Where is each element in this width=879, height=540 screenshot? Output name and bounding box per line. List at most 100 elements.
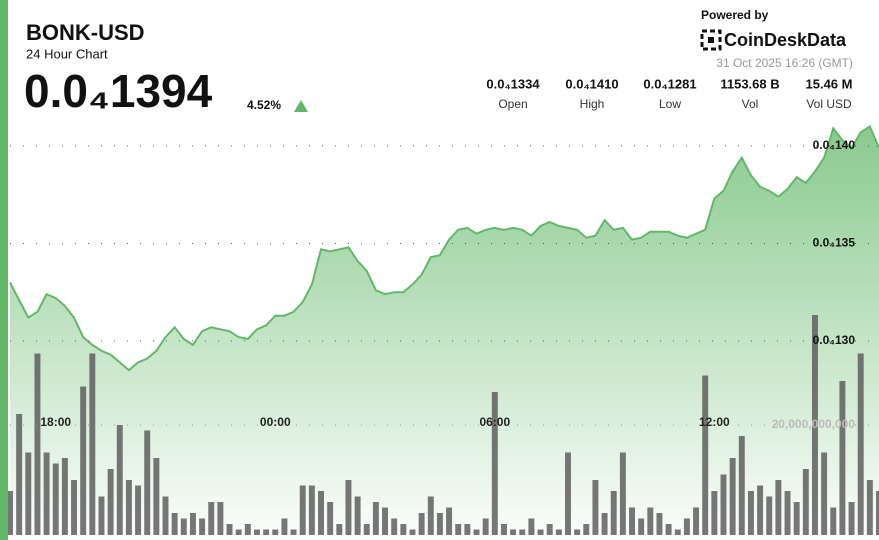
volume-bar	[382, 507, 389, 535]
volume-bar	[7, 491, 13, 535]
volume-bar	[299, 485, 306, 535]
stat-value: 0.0₄1281	[643, 76, 696, 91]
volume-bar	[208, 502, 215, 535]
volume-bar	[683, 518, 690, 535]
volume-bar	[189, 513, 196, 535]
volume-bar	[171, 513, 178, 535]
volume-bar	[263, 529, 270, 535]
volume-bar	[757, 485, 764, 535]
volume-bar	[125, 480, 132, 535]
volume-bar	[821, 452, 828, 535]
volume-bar	[500, 524, 507, 535]
change: 4.52%	[247, 98, 281, 112]
volume-bar	[254, 529, 260, 535]
volume-bar	[217, 502, 224, 535]
volume-bar	[354, 496, 361, 535]
volume-bar	[656, 513, 663, 535]
volume-bar	[674, 529, 681, 535]
volume-bar	[619, 452, 626, 535]
volume-bar	[34, 353, 41, 535]
volume-bar	[638, 518, 645, 535]
volume-bar	[427, 496, 434, 535]
volume-bar	[25, 452, 32, 535]
volume-bar	[876, 491, 879, 535]
volume-bar	[71, 480, 78, 535]
volume-bar	[61, 458, 68, 535]
powered-by: Powered by	[701, 8, 769, 22]
volume-bar	[272, 529, 279, 535]
volume-bar	[98, 496, 105, 535]
volume-bar	[546, 524, 553, 535]
volume-bar	[866, 480, 873, 535]
y-tick-label: 0.0₄135	[813, 236, 856, 250]
volume-bar	[711, 491, 718, 535]
stat-value: 1153.68 B	[720, 76, 779, 91]
volume-bar	[839, 381, 846, 535]
x-tick-label: 06:00	[479, 415, 510, 429]
volume-bar	[409, 529, 416, 535]
volume-bar	[811, 315, 818, 535]
volume-bar	[720, 474, 727, 535]
volume-bar	[473, 529, 480, 535]
volume-bar	[180, 518, 187, 535]
volume-bar	[464, 524, 471, 535]
volume-bar	[345, 480, 352, 535]
volume-bar	[116, 425, 123, 535]
volume-bar	[729, 458, 736, 535]
brand: CoinDeskData	[724, 30, 847, 50]
volume-bar	[574, 529, 581, 535]
x-tick-label: 18:00	[40, 415, 71, 429]
stat-value: 15.46 M	[806, 76, 853, 91]
volume-bar	[363, 524, 370, 535]
subtitle: 24 Hour Chart	[26, 46, 108, 61]
volume-bar	[793, 502, 800, 535]
volume-bar	[629, 507, 635, 535]
volume-bar	[290, 529, 297, 535]
volume-bar	[162, 496, 169, 535]
volume-bar	[565, 452, 571, 535]
symbol: BONK-USD	[26, 20, 145, 45]
stat-label: Vol	[742, 97, 759, 111]
volume-bar	[537, 529, 544, 535]
volume-bar	[455, 524, 462, 535]
volume-bar	[784, 491, 791, 535]
x-tick-label: 00:00	[260, 415, 291, 429]
volume-bar	[583, 524, 590, 535]
volume-bar	[693, 507, 700, 535]
volume-bar	[235, 529, 242, 535]
volume-bar	[52, 463, 59, 535]
volume-bar	[601, 513, 608, 535]
volume-bar	[519, 529, 526, 535]
volume-bar	[372, 502, 379, 535]
x-tick-label: 12:00	[699, 415, 730, 429]
volume-bar	[436, 513, 443, 535]
volume-bar	[775, 480, 782, 535]
up-arrow	[294, 100, 308, 112]
brand-logo	[700, 29, 722, 51]
volume-bar	[857, 353, 864, 535]
volume-bar	[135, 485, 142, 535]
volume-bar	[16, 414, 23, 535]
volume-bar	[43, 452, 50, 535]
volume-bar	[281, 518, 288, 535]
volume-bar	[830, 507, 837, 535]
price: 0.0₄1394	[24, 65, 213, 117]
volume-bar	[199, 518, 206, 535]
volume-bar	[610, 491, 617, 535]
volume-bar	[647, 507, 654, 535]
volume-bar	[747, 491, 754, 535]
volume-bar	[446, 507, 453, 535]
y2-tick-label: 20,000,000,000	[772, 417, 856, 431]
y-tick-label: 0.0₄130	[813, 333, 856, 347]
accent-bar	[0, 0, 8, 540]
volume-bar	[528, 518, 535, 535]
volume-bar	[848, 502, 855, 535]
volume-bar	[802, 469, 809, 535]
volume-bar	[738, 436, 745, 535]
volume-bar	[226, 524, 233, 535]
stat-label: Open	[498, 97, 527, 111]
price-line	[9, 125, 879, 372]
volume-bar	[482, 518, 489, 535]
volume-bar	[144, 430, 151, 535]
